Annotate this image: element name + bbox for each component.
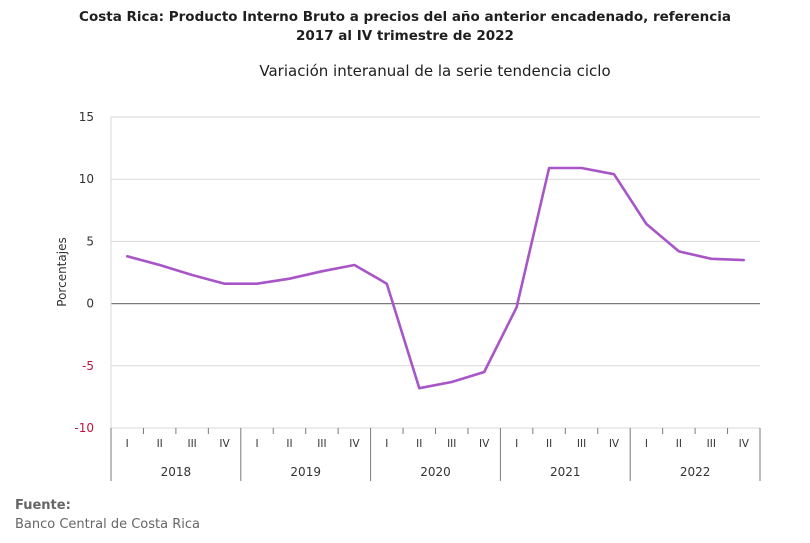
x-tick-label-quarter: III — [577, 438, 586, 450]
source-label: Fuente: — [15, 498, 71, 513]
x-tick-label-quarter: II — [676, 438, 682, 450]
chart-title: Costa Rica: Producto Interno Bruto a pre… — [79, 9, 731, 44]
x-tick-label-quarter: I — [645, 438, 648, 450]
series — [125, 166, 746, 390]
y-tick-label: 10 — [79, 172, 94, 186]
x-tick-label-year: 2020 — [420, 465, 451, 479]
y-tick-label: 0 — [86, 297, 94, 311]
y-tick-label: 15 — [79, 110, 94, 124]
x-tick-label-quarter: IV — [479, 438, 490, 450]
x-tick-label-year: 2018 — [161, 465, 192, 479]
y-tick-label: -5 — [82, 359, 94, 373]
x-tick-label-quarter: II — [157, 438, 163, 450]
x-tick-label-quarter: II — [416, 438, 422, 450]
x-tick-label-quarter: III — [707, 438, 716, 450]
x-tick-label-year: 2022 — [680, 465, 711, 479]
x-tick-label-quarter: IV — [739, 438, 750, 450]
x-axis: I II III IV I II III IV I II III IV I II III IV I II III IV… — [110, 428, 761, 481]
x-tick-label-quarter: III — [447, 438, 456, 450]
x-tick-label-quarter: III — [317, 438, 326, 450]
gridlines — [110, 116, 760, 429]
x-tick-label-quarter: II — [546, 438, 552, 450]
x-tick-label-year: 2021 — [550, 465, 581, 479]
x-tick-label-quarter: IV — [219, 438, 230, 450]
series-line — [125, 166, 746, 390]
x-tick-label-quarter: IV — [609, 438, 620, 450]
x-tick-label-year: 2019 — [290, 465, 321, 479]
y-tick-label: 5 — [86, 234, 94, 248]
x-tick-label-quarter: I — [255, 438, 258, 450]
x-tick-label-quarter: II — [286, 438, 292, 450]
chart-subtitle: Variación interanual de la serie tendenc… — [259, 62, 611, 80]
x-tick-label-quarter: IV — [349, 438, 360, 450]
x-tick-label-quarter: I — [385, 438, 388, 450]
x-tick-label-quarter: III — [187, 438, 196, 450]
source-text: Banco Central de Costa Rica — [15, 517, 200, 532]
x-tick-label-quarter: I — [515, 438, 518, 450]
y-axis-ticks: 15 10 5 0 -5 -10 — [74, 110, 94, 435]
y-axis-label: Porcentajes — [55, 237, 69, 306]
x-tick-label-quarter: I — [126, 438, 129, 450]
y-tick-label: -10 — [74, 421, 94, 435]
